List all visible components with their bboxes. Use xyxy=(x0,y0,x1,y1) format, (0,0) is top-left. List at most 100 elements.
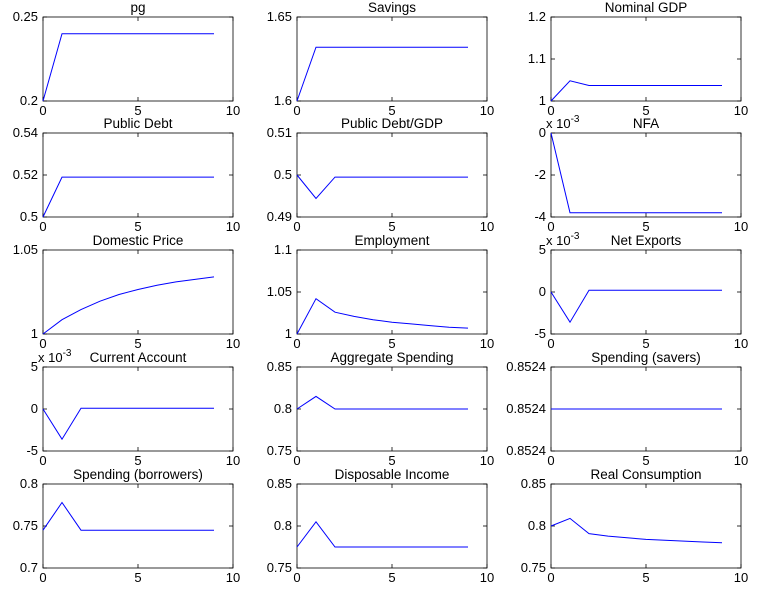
y-tick-label: 0.8524 xyxy=(506,401,546,416)
y-tick-label: 1.05 xyxy=(267,284,292,299)
x-tick-label: 0 xyxy=(39,336,46,351)
series-line xyxy=(550,289,722,324)
subplot: Spending (borrowers) 0 5 10 0.7 0.75 0.8 xyxy=(13,467,241,585)
x-tick-label: 5 xyxy=(134,453,141,468)
y-tick-label: 1.6 xyxy=(274,93,292,108)
subplot: Domestic Price 0 5 10 1 1.05 xyxy=(13,233,241,351)
y-tick-label: 0.8 xyxy=(528,518,546,533)
x-tick-label: 10 xyxy=(226,453,240,468)
axes-box xyxy=(296,249,488,335)
series-line xyxy=(296,395,468,410)
x-tick-label: 0 xyxy=(293,336,300,351)
series-line xyxy=(42,407,214,441)
subplot-title: Real Consumption xyxy=(590,467,701,482)
y-tick-label: 1.1 xyxy=(528,51,546,66)
x-tick-label: 10 xyxy=(226,103,240,118)
x-tick-label: 0 xyxy=(547,336,554,351)
axes-box xyxy=(550,16,742,102)
subplot: Employment 0 5 10 1 1.05 1.1 xyxy=(267,233,495,351)
y-tick-label: 0.52 xyxy=(13,167,38,182)
x-tick-label: 10 xyxy=(734,336,748,351)
series-line xyxy=(550,132,722,214)
y-tick-label: 1 xyxy=(539,93,546,108)
x-tick-label: 5 xyxy=(642,453,649,468)
x-tick-label: 10 xyxy=(480,570,494,585)
x-tick-label: 5 xyxy=(134,336,141,351)
y-tick-label: 0.2 xyxy=(20,93,38,108)
series-line xyxy=(42,33,214,102)
y-tick-label: -5 xyxy=(534,326,546,341)
y-tick-label: 0.5 xyxy=(20,209,38,224)
y-tick-label: 5 xyxy=(31,359,38,374)
x-tick-label: 5 xyxy=(134,219,141,234)
axes-box xyxy=(550,249,742,335)
x-tick-label: 0 xyxy=(39,570,46,585)
y-tick-label: -4 xyxy=(534,209,546,224)
y-tick-label: 0.5 xyxy=(274,167,292,182)
axes-box xyxy=(42,249,234,335)
subplot: Aggregate Spending 0 5 10 0.75 0.8 0.85 xyxy=(267,350,495,468)
subplot: Public Debt/GDP 0 5 10 0.49 0.5 0.51 xyxy=(267,116,495,234)
y-tick-label: 0.8524 xyxy=(506,359,546,374)
axes-box xyxy=(42,483,234,569)
x-tick-label: 0 xyxy=(39,453,46,468)
y-tick-label: 1 xyxy=(31,326,38,341)
series-line xyxy=(42,276,215,335)
x-tick-label: 5 xyxy=(388,453,395,468)
subplot-title: Disposable Income xyxy=(335,467,450,482)
subplot: Nominal GDP 0 5 10 1 1.1 1.2 xyxy=(528,0,748,118)
axes-box xyxy=(42,366,234,452)
y-tick-label: 1.2 xyxy=(528,9,546,24)
y-tick-label: 0.75 xyxy=(521,560,546,575)
subplot: Savings 0 5 10 1.6 1.65 xyxy=(267,0,495,118)
axes-box xyxy=(296,483,488,569)
x-tick-label: 10 xyxy=(734,453,748,468)
y-tick-label: 0.54 xyxy=(13,125,38,140)
y-tick-label: 1 xyxy=(285,326,292,341)
y-tick-label: 0.25 xyxy=(13,9,38,24)
y-tick-label: 5 xyxy=(539,242,546,257)
subplot-title: Nominal GDP xyxy=(605,0,688,15)
x-tick-label: 10 xyxy=(480,103,494,118)
x-tick-label: 5 xyxy=(388,219,395,234)
subplot: pg 0 5 10 0.2 0.25 xyxy=(13,0,241,118)
subplot: Spending (savers) 0 5 10 0.8524 0.8524 0.8524 xyxy=(506,350,748,468)
x-tick-label: 5 xyxy=(388,336,395,351)
x-tick-label: 5 xyxy=(642,336,649,351)
x-tick-label: 0 xyxy=(547,103,554,118)
y-tick-label: 0.8 xyxy=(20,476,38,491)
x-tick-label: 5 xyxy=(642,219,649,234)
x-tick-label: 10 xyxy=(734,219,748,234)
axes-box xyxy=(550,132,742,218)
x-tick-label: 10 xyxy=(480,219,494,234)
x-tick-label: 0 xyxy=(293,570,300,585)
axes-box xyxy=(42,132,234,218)
y-tick-label: -2 xyxy=(534,167,546,182)
axes-box xyxy=(296,16,488,102)
x-tick-label: 0 xyxy=(293,219,300,234)
series-line xyxy=(296,520,468,548)
subplot: Disposable Income 0 5 10 0.75 0.8 0.85 xyxy=(267,467,495,585)
y-tick-label: 0.7 xyxy=(20,560,38,575)
x-tick-label: 10 xyxy=(226,570,240,585)
y-tick-label: 0.51 xyxy=(267,125,292,140)
y-tick-label: 0.8 xyxy=(274,518,292,533)
y-tick-label: 0 xyxy=(539,284,546,299)
subplot-title: Aggregate Spending xyxy=(330,350,453,365)
y-tick-label: 0.75 xyxy=(13,518,38,533)
x-tick-label: 10 xyxy=(226,336,240,351)
x-tick-label: 0 xyxy=(39,103,46,118)
x-tick-label: 0 xyxy=(293,453,300,468)
y-tick-label: 0.85 xyxy=(267,359,292,374)
series-line xyxy=(42,501,214,531)
x-tick-label: 0 xyxy=(39,219,46,234)
series-line xyxy=(296,297,469,335)
subplot: Real Consumption 0 5 10 0.75 0.8 0.85 xyxy=(521,467,749,585)
subplot-title: Employment xyxy=(354,233,429,248)
y-tick-label: 0.49 xyxy=(267,209,292,224)
series-line xyxy=(296,174,468,200)
axis-exponent: x 10-3 xyxy=(546,231,580,248)
